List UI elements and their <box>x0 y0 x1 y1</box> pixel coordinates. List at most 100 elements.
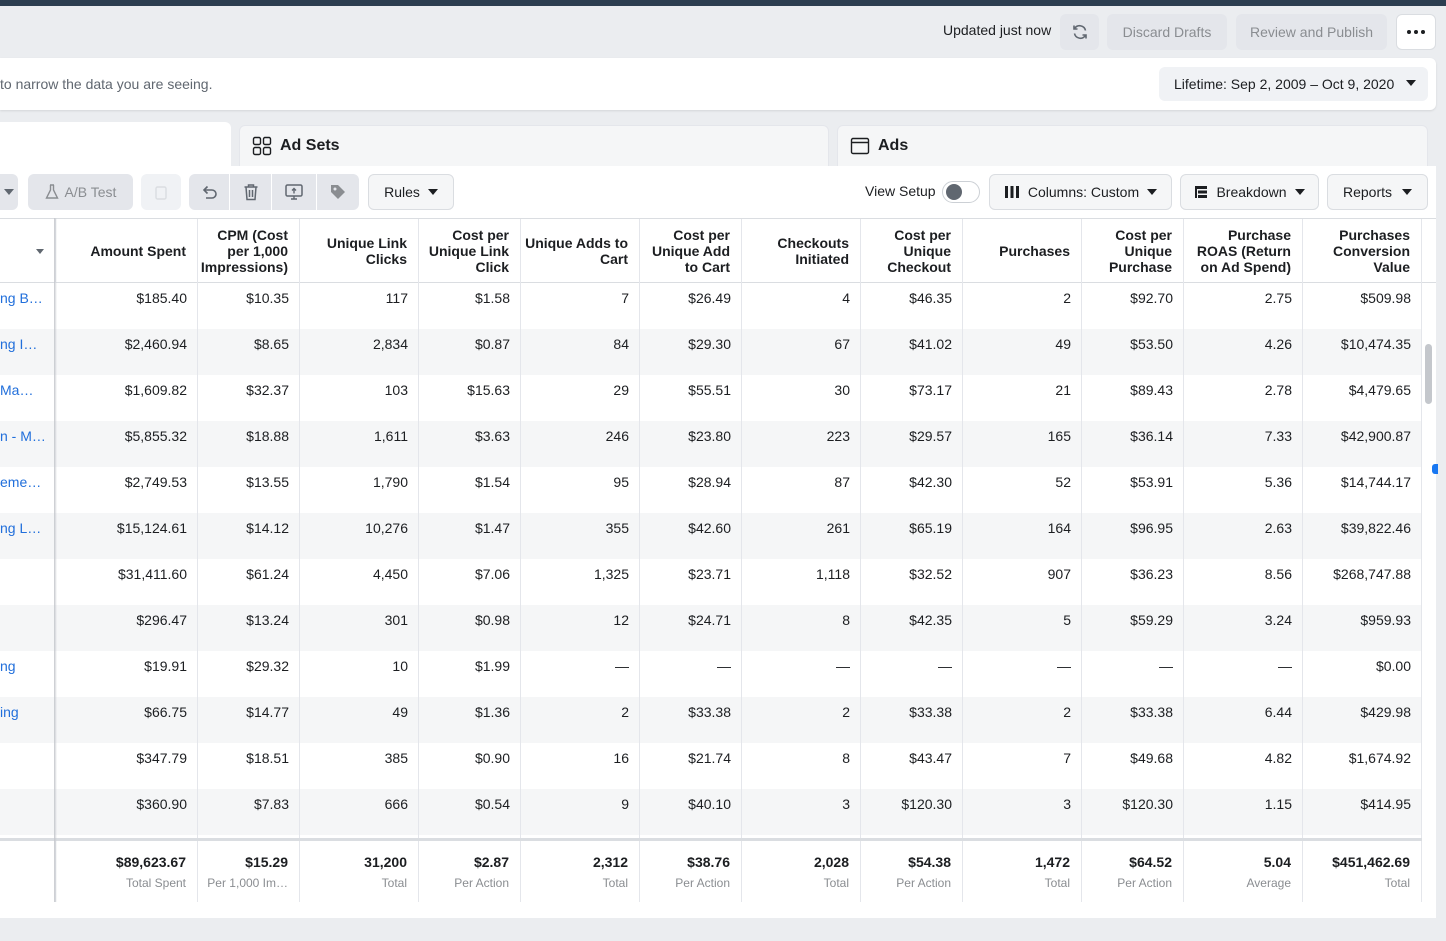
vertical-scrollbar-thumb[interactable] <box>1425 344 1432 404</box>
preview-button[interactable] <box>272 174 316 210</box>
table-cell: $66.75 <box>144 704 187 720</box>
row-name-link[interactable]: ing <box>0 704 19 720</box>
ab-test-button[interactable]: A/B Test <box>28 174 133 210</box>
row-name-link[interactable] <box>0 605 54 651</box>
table-row[interactable]: $347.79 $18.51 385 $0.90 16 $21.74 8 $43.47 7 $49… <box>0 743 1422 789</box>
table-cell: — <box>1278 658 1292 674</box>
tab-ads[interactable]: Ads <box>837 125 1428 166</box>
total-label: Per Action <box>1117 876 1172 890</box>
table-cell: 1,118 <box>816 566 850 582</box>
review-and-publish-button[interactable]: Review and Publish <box>1236 14 1387 50</box>
rules-button[interactable]: Rules <box>368 174 454 210</box>
total-value: $54.38 <box>908 854 951 870</box>
name-column-header[interactable] <box>0 219 56 283</box>
tab-ad-sets[interactable]: Ad Sets <box>239 125 829 166</box>
column-header[interactable]: Purchase ROAS (Return on Ad Spend) <box>1184 219 1303 283</box>
table-cell: 29 <box>613 382 629 398</box>
table-row[interactable]: $31,411.60 $61.24 4,450 $7.06 1,325 $23.71 1,1… <box>0 559 1422 605</box>
column-header[interactable]: Checkouts Initiated <box>742 219 861 283</box>
row-name-link[interactable]: ng B… <box>0 290 43 306</box>
duplicate-button[interactable] <box>141 174 181 210</box>
row-name-link[interactable] <box>0 559 54 605</box>
refresh-icon <box>1072 24 1087 40</box>
table-row[interactable]: $360.90 $7.83 666 $0.54 9 $40.10 3 $120.30 3 $120… <box>0 789 1422 835</box>
table-cell: 95 <box>613 474 629 490</box>
table-cell: $42.35 <box>909 612 952 628</box>
row-name-link[interactable]: n - M… <box>0 428 46 444</box>
table-cell: 2.75 <box>1264 290 1292 306</box>
table-cell: — <box>938 658 952 674</box>
vertical-scrollbar[interactable] <box>1422 335 1436 838</box>
table-cell: 10,276 <box>365 520 408 536</box>
row-name-link[interactable]: eme… <box>0 474 42 490</box>
table-row[interactable]: ng L… $15,124.61 $14.12 10,276 $1.47 355 $42.6… <box>0 513 1422 559</box>
table-cell: $13.55 <box>246 474 289 490</box>
row-name-link[interactable]: Ma… <box>0 382 34 398</box>
reports-button[interactable]: Reports <box>1327 174 1428 210</box>
column-header[interactable]: Amount Spent <box>56 219 198 283</box>
table-cell: 7 <box>621 290 629 306</box>
row-name-link[interactable] <box>0 789 54 835</box>
undo-button[interactable] <box>189 174 229 210</box>
column-resize-handle[interactable] <box>1432 464 1438 474</box>
column-header-label: Cost per Unique Purchase <box>1108 227 1172 275</box>
row-name-link[interactable] <box>0 743 54 789</box>
table-cell: $46.35 <box>909 290 952 306</box>
totals-cell: $451,462.69 Total <box>1303 841 1422 902</box>
column-divider <box>299 283 300 838</box>
table-row[interactable]: ng B… $185.40 $10.35 117 $1.58 7 $26.49 4 $46.35… <box>0 283 1422 329</box>
column-divider <box>860 283 861 838</box>
total-label: Total <box>1384 876 1410 890</box>
view-setup-toggle[interactable] <box>942 181 980 203</box>
more-options-button[interactable] <box>1396 14 1436 50</box>
table-cell: 117 <box>385 290 408 306</box>
total-label: Total <box>602 876 628 890</box>
column-header[interactable]: Purchases Conversion Value <box>1303 219 1422 283</box>
table-cell: $53.91 <box>1130 474 1173 490</box>
discard-drafts-button[interactable]: Discard Drafts <box>1107 14 1227 50</box>
column-header[interactable]: Unique Link Clicks <box>300 219 419 283</box>
table-cell: $268,747.88 <box>1333 566 1411 582</box>
total-value: $2.87 <box>473 854 509 870</box>
column-header[interactable]: Purchases <box>963 219 1082 283</box>
table-cell: $59.29 <box>1130 612 1173 628</box>
columns-button[interactable]: Columns: Custom <box>989 174 1172 210</box>
date-range-picker[interactable]: Lifetime: Sep 2, 2009 – Oct 9, 2020 <box>1159 67 1428 101</box>
table-row[interactable]: $296.47 $13.24 301 $0.98 12 $24.71 8 $42.35 5 $59… <box>0 605 1422 651</box>
table-row[interactable]: Ma… $1,609.82 $32.37 103 $15.63 29 $55.51 30 $73… <box>0 375 1422 421</box>
table-row[interactable]: n - M… $5,855.32 $18.88 1,611 $3.63 246 $23.80… <box>0 421 1422 467</box>
trash-icon <box>244 184 257 201</box>
total-value: 1,472 <box>1034 854 1070 870</box>
column-header[interactable]: Cost per Unique Link Click <box>419 219 521 283</box>
column-header[interactable]: CPM (Cost per 1,000 Impressions) <box>198 219 300 283</box>
column-header[interactable]: Unique Adds to Cart <box>521 219 640 283</box>
refresh-button[interactable] <box>1060 14 1099 50</box>
breakdown-button[interactable]: Breakdown <box>1180 174 1319 210</box>
totals-cell: 31,200 Total <box>300 841 419 902</box>
tab-ads-label: Ads <box>878 137 909 154</box>
table-cell: $24.71 <box>688 612 731 628</box>
table-row[interactable]: ng $19.91 $29.32 10 $1.99 — — — — — — — $0.00 <box>0 651 1422 697</box>
table-row[interactable]: ing $66.75 $14.77 49 $1.36 2 $33.38 2 $33.38 2 $33… <box>0 697 1422 743</box>
table-cell: $36.14 <box>1130 428 1173 444</box>
row-name-link[interactable]: ng <box>0 658 16 674</box>
column-header[interactable]: Cost per Unique Checkout <box>861 219 963 283</box>
table-cell: 2 <box>621 704 629 720</box>
delete-button[interactable] <box>230 174 271 210</box>
table-cell: 1,325 <box>593 566 629 582</box>
table-cell: 16 <box>613 750 629 766</box>
tag-button[interactable] <box>317 174 359 210</box>
column-header[interactable]: Cost per Unique Purchase <box>1082 219 1184 283</box>
table-cell: $360.90 <box>136 796 187 812</box>
toggle-knob <box>946 184 962 200</box>
table-row[interactable]: ng I… $2,460.94 $8.65 2,834 $0.87 84 $29.30 67 $… <box>0 329 1422 375</box>
table-row[interactable]: eme… $2,749.53 $13.55 1,790 $1.54 95 $28.94 87 $… <box>0 467 1422 513</box>
row-name-link[interactable]: ng I… <box>0 336 38 352</box>
tab-campaigns[interactable] <box>0 122 231 166</box>
create-dropdown-button[interactable] <box>0 174 18 210</box>
column-header[interactable]: Cost per Unique Add to Cart <box>640 219 742 283</box>
table-cell: $26.49 <box>688 290 731 306</box>
table-cell: $414.95 <box>1360 796 1411 812</box>
total-label: Per Action <box>896 876 951 890</box>
row-name-link[interactable]: ng L… <box>0 520 42 536</box>
